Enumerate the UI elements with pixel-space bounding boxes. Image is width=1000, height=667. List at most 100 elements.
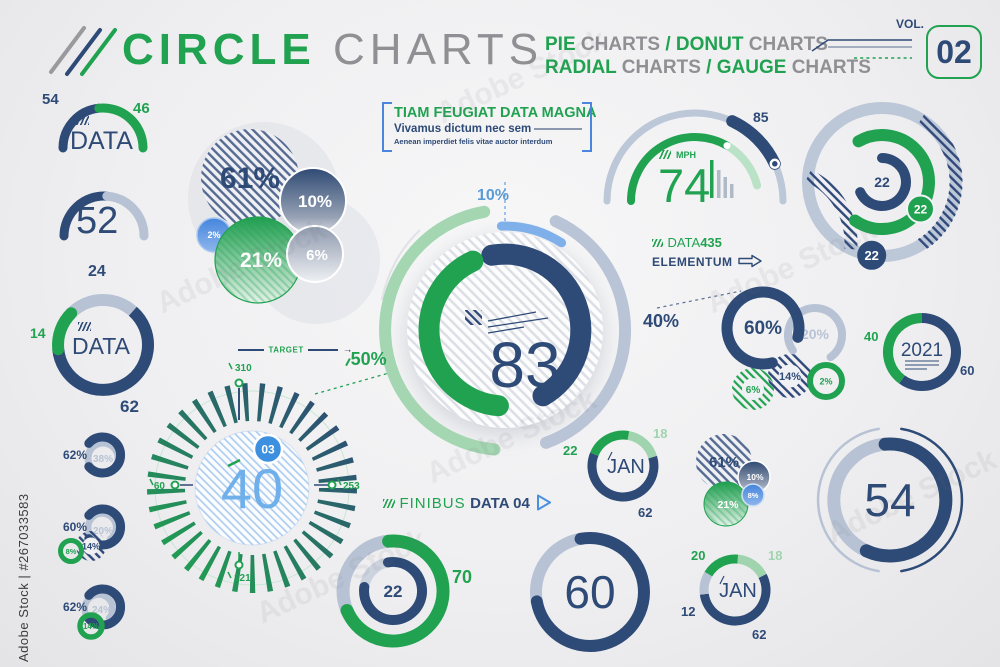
- bubble-label: 61%: [220, 162, 280, 195]
- value-label: 10%: [477, 187, 510, 204]
- badge-green: [906, 194, 935, 224]
- bubble-21-hatch: [215, 217, 301, 303]
- chart-center-label: JAN: [719, 580, 757, 602]
- chart-center-label: 74: [658, 159, 711, 212]
- value-label: 12: [681, 604, 696, 619]
- vol-label: VOL.: [896, 17, 925, 31]
- hatch-icon: [78, 322, 91, 331]
- vol-badge: 02: [926, 25, 982, 79]
- subtitle-word: CHARTS: [748, 34, 828, 55]
- page-title-secondary: CHARTS: [333, 25, 544, 74]
- ring-label: 38%: [93, 454, 113, 465]
- badge-03: [252, 433, 284, 465]
- segment-18: [737, 554, 767, 579]
- ring-2: [807, 362, 845, 400]
- gauge-marker-label: 85: [753, 109, 769, 125]
- segment-40: [883, 313, 923, 384]
- chart-center-label: 54: [864, 474, 915, 526]
- ring-track: [530, 532, 582, 603]
- ring-label: 6%: [746, 385, 761, 396]
- value-label: 60: [960, 363, 975, 378]
- gauge-74-chart: [603, 109, 787, 205]
- page-title-primary: CIRCLE: [122, 25, 316, 74]
- subtitle-word: CHARTS: [621, 57, 701, 78]
- gauge-value-arc: [627, 133, 731, 205]
- chart-center-label: 83: [489, 329, 560, 401]
- segment-62: [587, 452, 659, 502]
- vol-number: 02: [936, 33, 972, 70]
- data435-word: DATA: [667, 235, 701, 250]
- rings-b-chart: 20% 60% 14% 8%: [58, 504, 125, 564]
- middle-ring-green: [849, 129, 935, 236]
- target-annotation: TARGET →: [238, 341, 353, 359]
- badge-label: 22: [864, 248, 878, 263]
- chart-center-label: 52: [76, 200, 119, 242]
- hatch-icon: [652, 239, 663, 247]
- value-label: 70: [452, 567, 473, 587]
- badge-label: 03: [261, 443, 275, 457]
- chart-center-label: DATA: [72, 333, 130, 359]
- value-label: 18: [653, 426, 668, 441]
- play-icon: [537, 494, 552, 511]
- bubble-8: [741, 483, 765, 507]
- tiam-subtitle: Vivamus dictum nec sem: [394, 123, 586, 135]
- bracket-right: [582, 102, 592, 152]
- ring-label: 24%: [92, 605, 112, 616]
- subtitle-separator: /: [706, 57, 712, 78]
- hatched-circle-center: [82, 537, 100, 555]
- chart-center-label: 60: [564, 566, 615, 618]
- donut-83-chart: 83: [379, 182, 632, 456]
- bubble-label: 21%: [240, 249, 282, 272]
- ring-54-chart: 54: [816, 427, 964, 573]
- outer-arc-gray: [540, 215, 632, 449]
- ring-60-chart: 60: [530, 532, 650, 652]
- tick-label: 60: [154, 481, 166, 492]
- rings-22-70-chart: 22: [336, 534, 450, 648]
- subtitle-separator: /: [665, 34, 671, 55]
- donut-jan-b-chart: JAN: [699, 554, 771, 626]
- subtitle-line-2: RADIAL CHARTS / GAUGE CHARTS: [545, 56, 871, 79]
- donut-data-chart: [52, 293, 154, 396]
- value-label: 14: [30, 325, 46, 341]
- value-label: 62: [638, 505, 653, 520]
- ring-label: 62%: [63, 448, 87, 462]
- subtitle-word: RADIAL: [545, 57, 617, 78]
- gauge-data-chart: [58, 103, 148, 153]
- segment-50: [418, 250, 509, 417]
- data435-block: DATA435 ELEMENTUM: [652, 234, 763, 271]
- value-label: 40: [864, 329, 879, 344]
- value-label: 18: [768, 548, 783, 563]
- ring-label: 20%: [93, 526, 113, 537]
- page-subtitle: PIE CHARTS / DONUT CHARTS RADIAL CHARTS …: [545, 33, 871, 79]
- gauge-segment-46: [94, 103, 148, 153]
- accent-tick: [719, 575, 725, 585]
- ring-14: [77, 612, 105, 640]
- donut-segment-62: [52, 306, 154, 396]
- outer-thin-light: [816, 427, 880, 573]
- ring-8: [58, 538, 84, 564]
- tick-marker-top: 310: [228, 362, 252, 420]
- hatched-circle-center: [778, 364, 802, 388]
- accent-tick: [607, 451, 613, 461]
- subtitle-line-1: PIE CHARTS / DONUT CHARTS: [545, 33, 871, 56]
- value-label: 50%: [345, 350, 387, 368]
- donut-segment-24: [66, 293, 137, 318]
- bubble-label: 2%: [207, 230, 220, 240]
- center-underlines: [905, 360, 939, 370]
- subtitle-word: DONUT: [675, 34, 744, 55]
- tiam-text-block: TIAM FEUGIAT DATA MAGNA Vivamus dictum n…: [382, 102, 596, 152]
- value-label: 54: [42, 91, 59, 108]
- outer-green-70: [340, 534, 450, 648]
- concentric-22-chart: 22 22 22: [802, 102, 963, 270]
- chart-center-label: 22: [384, 582, 403, 601]
- target-label: TARGET: [268, 345, 304, 355]
- mini-bars: [710, 160, 734, 198]
- hatch-icon: [659, 150, 671, 159]
- outer-ring-hatch-a: [917, 113, 963, 251]
- ring-label: 60%: [744, 318, 782, 339]
- rings-a-chart: 38% 62%: [63, 432, 125, 478]
- segment-10: [496, 221, 567, 248]
- bubble-61-hatch: [201, 129, 299, 227]
- ring-label: 60%: [63, 520, 87, 534]
- inner-ring-navy: [855, 153, 911, 211]
